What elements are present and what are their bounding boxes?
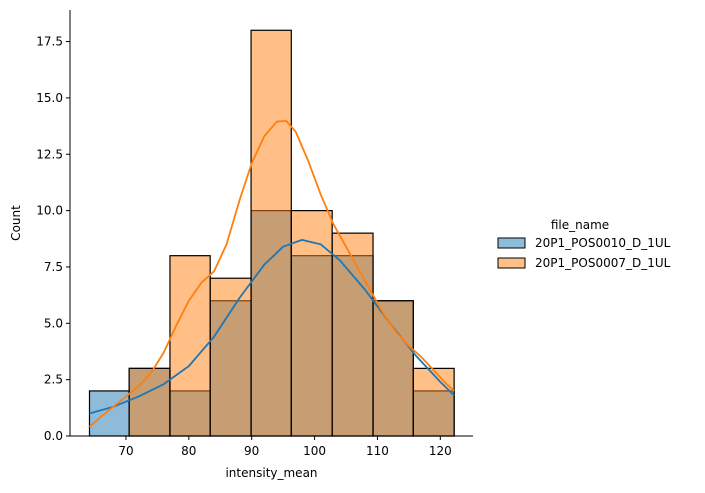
bar-series-2 (372, 300, 414, 437)
x-tick-label: 100 (303, 444, 326, 458)
bar-series-2 (209, 277, 252, 437)
x-tick-label: 80 (181, 444, 196, 458)
y-tick-label: 15.0 (36, 91, 63, 105)
kde-line-series-2 (88, 120, 455, 428)
bar-series-2 (128, 367, 171, 437)
y-tick-label: 0.0 (44, 429, 63, 443)
y-tick-label: 12.5 (36, 147, 63, 161)
x-tick-label: 90 (244, 444, 259, 458)
x-tick-label: 120 (429, 444, 452, 458)
legend-label: 20P1_POS0007_D_1UL (535, 256, 671, 270)
bar-series-2 (331, 232, 374, 437)
y-tick-label: 17.5 (36, 35, 63, 49)
legend-label: 20P1_POS0010_D_1UL (535, 236, 671, 250)
legend-swatch (497, 237, 526, 249)
x-axis-label: intensity_mean (225, 466, 317, 480)
y-tick-label: 2.5 (44, 373, 63, 387)
axes-group: 70 80 90 100 110 120 0.0 2.5 5.0 7.5 10.0 12.5 15.0 1… (36, 10, 473, 458)
legend: file_name 20P1_POS0010_D_1UL 20P1_POS0007… (497, 218, 671, 270)
bar-series-2 (290, 210, 333, 437)
y-axis-label: Count (9, 205, 23, 241)
bar-series-2 (250, 29, 292, 437)
bar-series-2 (412, 367, 455, 437)
x-tick-label: 110 (366, 444, 389, 458)
bars-overlay-group (128, 29, 455, 437)
y-tick-label: 5.0 (44, 316, 63, 330)
legend-swatch (497, 257, 526, 269)
y-tick-label: 10.0 (36, 204, 63, 218)
kde-curves-group (88, 120, 455, 428)
bar-series-2 (169, 255, 211, 437)
y-tick-label: 7.5 (44, 260, 63, 274)
x-tick-label: 70 (118, 444, 133, 458)
legend-title: file_name (551, 218, 609, 232)
